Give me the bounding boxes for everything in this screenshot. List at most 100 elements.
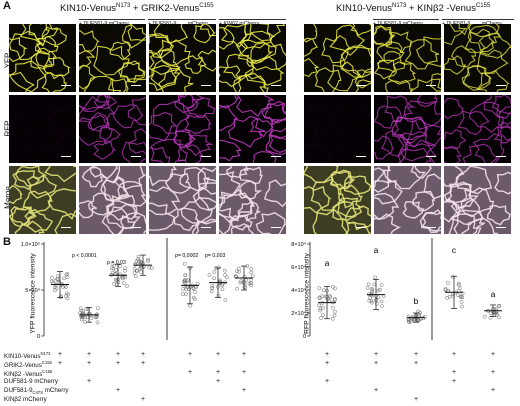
data-point [182,278,187,282]
data-point [132,271,137,275]
data-point [379,283,384,287]
scale-bar [496,155,506,157]
data-point [380,304,384,308]
data-point [182,261,187,266]
data-point [331,305,335,310]
condition-plus: + [490,387,496,394]
data-point [365,286,370,290]
data-point [136,254,141,259]
data-point [134,268,139,273]
micrograph-left-r1-c1 [79,95,146,163]
data-point [193,284,198,288]
condition-plus: + [187,351,193,358]
data-point [184,292,188,297]
condition-plus: + [140,351,146,358]
condition-plus: + [373,387,379,394]
data-point [150,266,154,270]
micrograph-left-r0-c0 [9,24,76,92]
right-group-title: KIN10-VenusN173 + KINβ2 -VenusC155 [336,3,491,15]
data-point [370,300,374,305]
data-point [81,309,86,314]
data-point [317,303,321,308]
micrograph-right-r0-c2 [444,24,511,92]
data-point [370,288,375,292]
condition-plus: + [215,351,221,358]
data-point [193,290,197,294]
data-point [118,272,123,277]
scale-bar [201,226,211,228]
data-point [493,311,498,316]
condition-plus: + [451,369,457,376]
data-point [369,292,374,296]
scale-bar [131,155,141,157]
micrograph-left-r2-c3 [219,166,286,234]
condition-plus: + [215,378,221,385]
y-tick-label: 1.0×10⁵ [21,241,40,248]
cond-kinb2-venus: KINβ2 -VenusC155 [4,369,53,379]
data-point [223,273,227,277]
data-point [460,295,465,300]
data-point [249,266,253,271]
data-point [379,299,384,304]
micrograph-right-r0-c0 [304,24,371,92]
condition-plus: + [115,387,121,394]
data-point [451,275,455,280]
p-value-annotation: p = 0,03 [107,260,126,266]
scale-bar [356,226,366,228]
y-tick-label: 6×10⁴ [291,264,306,271]
condition-plus: + [57,360,63,367]
yfp-axis-label: YFP fluorescence intensity [29,253,37,334]
condition-plus: + [86,351,92,358]
data-point [112,263,117,268]
significance-letter: a [374,245,379,255]
data-point [112,282,116,286]
data-point [55,274,60,279]
micrograph-left-r1-c0 [9,95,76,163]
significance-letter: a [325,258,330,268]
data-point [210,283,215,288]
data-point [446,281,450,285]
scale-bar [496,226,506,228]
yfp-scatter-chart: 0 5×10⁴ 1.0×10⁵ p < 0,0001 p = 0,03 p= 0,0002… [21,238,255,340]
data-point [318,306,323,311]
data-point [250,274,255,279]
y-tick-label: 0 [303,334,306,340]
condition-plus: + [324,351,330,358]
data-point [113,272,118,277]
data-point [181,292,185,297]
data-point [187,287,191,292]
data-point [318,296,322,301]
data-point [123,266,127,271]
scale-bar [271,84,281,86]
scale-bar [356,155,366,157]
scale-bar [131,84,141,86]
micrograph-left-r2-c0 [9,166,76,234]
data-point [86,307,91,312]
rfp-scatter-chart: 0 2×10⁴ 4×10⁴ 6×10⁴ 8×10⁴ a a b c a [291,238,502,340]
data-point [482,314,487,319]
data-point [422,314,427,319]
scale-bar [201,84,211,86]
data-point [146,259,150,263]
scale-bar [131,226,141,228]
data-point [460,304,464,309]
data-point [133,274,138,279]
data-point [244,278,249,283]
micrograph-right-r2-c1 [374,166,441,234]
scale-bar [426,155,436,157]
condition-labels: KIN10-VenusN173 GRIK2-VenusC155 KINβ2 -V… [4,351,68,406]
data-point [191,295,196,300]
scale-bar [61,155,71,157]
condition-plus: + [373,360,379,367]
cond-kinb2-mcherry: KINβ2 mCherry [4,396,47,403]
condition-plus: + [140,360,146,367]
micrograph-left-r2-c2 [149,166,216,234]
data-point [181,286,185,291]
data-point [183,273,188,278]
micrograph-right-r0-c1 [374,24,441,92]
condition-plus: + [115,360,121,367]
data-point [133,262,138,267]
condition-plus: + [324,360,330,367]
data-point [85,315,90,320]
data-point [332,297,337,302]
